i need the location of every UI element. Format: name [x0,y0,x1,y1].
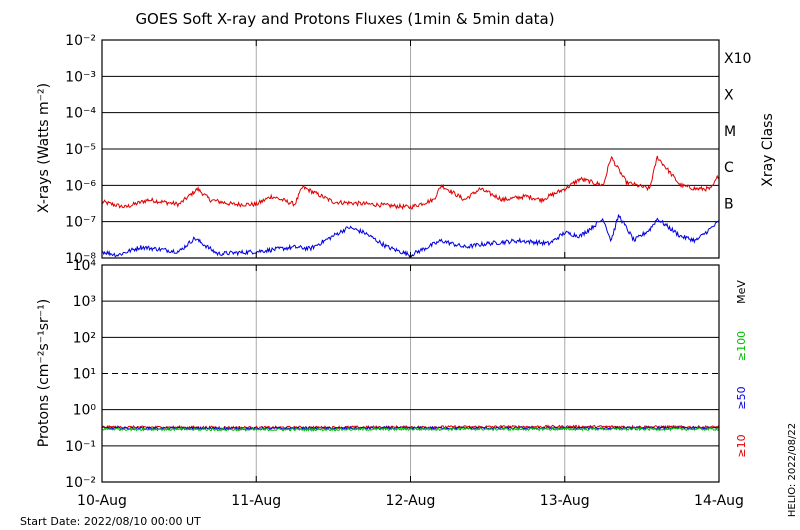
y-tick-label: 10⁻⁵ [65,142,96,158]
legend-ge10: ≥10 [735,434,748,457]
y-tick-label: 10¹ [73,367,96,383]
y-tick-label: 10⁻⁸ [65,251,96,267]
y-tick-label: 10² [73,330,96,346]
y-tick-label: 10⁻⁶ [65,178,96,194]
x-tick-label: 13-Aug [540,493,590,509]
y-tick-label: 10³ [73,294,96,310]
x-tick-label: 11-Aug [231,493,281,509]
footer-credit: HELIO: 2022/08/22 [787,423,798,517]
xray-class-label: Xray Class [760,113,776,187]
y-tick-label: 10⁻¹ [65,439,96,455]
y-tick-label: 10⁰ [73,403,97,419]
xray-class-tick: X10 [724,51,751,67]
xray-class-tick: C [724,160,734,176]
xray-class-tick: B [724,197,734,213]
y-tick-label: 10⁻⁴ [65,106,96,122]
xray-ylabel: X-rays (Watts m⁻²) [36,83,52,213]
y-tick-label: 10⁴ [73,258,97,274]
x-tick-label: 12-Aug [386,493,436,509]
xray-series-0 [101,155,720,211]
y-tick-label: 10⁻³ [65,69,96,85]
x-tick-label: 10-Aug [77,493,127,509]
xray-class-tick: M [724,124,736,140]
legend-ge50: ≥50 [735,386,748,409]
y-tick-label: 10⁻² [65,475,96,491]
proton-series-2 [101,426,720,432]
x-tick-label: 14-Aug [694,493,744,509]
xray-class-tick: X [724,88,734,104]
protons-mev-label: MeV [735,280,748,304]
protons-ylabel: Protons (cm⁻²s⁻¹sr⁻¹) [36,299,52,448]
y-tick-label: 10⁻² [65,33,96,49]
chart-title: GOES Soft X-ray and Protons Fluxes (1min… [135,10,554,28]
footer-start-date: Start Date: 2022/08/10 00:00 UT [20,515,201,528]
plot-layer: 10⁻⁸ 10⁻⁷ 10⁻⁶ 10⁻⁵ 10⁻⁴ 10⁻³ 10⁻² B C M X X10 10⁻² 1… [65,33,751,509]
y-tick-label: 10⁻⁷ [65,215,96,231]
legend-ge100: ≥100 [735,331,748,361]
